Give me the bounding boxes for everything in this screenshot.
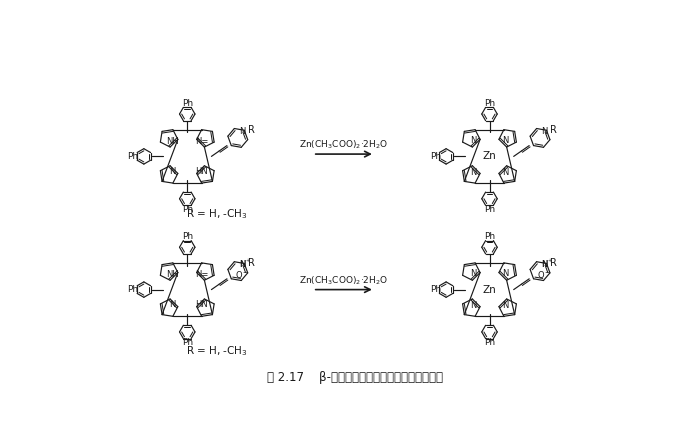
Text: Zn: Zn [482, 151, 496, 161]
Text: HN: HN [196, 166, 208, 176]
Text: $^+$: $^+$ [546, 259, 553, 265]
Text: R: R [248, 258, 255, 268]
Text: Ph: Ph [484, 205, 495, 214]
Text: R: R [549, 125, 556, 135]
Text: N: N [470, 269, 476, 278]
Text: Ph: Ph [182, 205, 193, 214]
Text: Ph: Ph [430, 152, 441, 161]
Text: N: N [502, 269, 509, 278]
Text: R: R [549, 258, 556, 268]
Text: Ph: Ph [182, 338, 193, 347]
Text: Ph: Ph [127, 152, 138, 161]
Text: N: N [239, 260, 245, 270]
Text: O$^-$: O$^-$ [537, 269, 552, 280]
Text: Zn(CH$_3$COO)$_2$·2H$_2$O: Zn(CH$_3$COO)$_2$·2H$_2$O [299, 274, 388, 287]
Text: 图 2.17    β-烯基吡啶四苯基卟啉锌衍生物的合成: 图 2.17 β-烯基吡啶四苯基卟啉锌衍生物的合成 [266, 371, 443, 384]
Text: N: N [502, 301, 509, 310]
Text: N: N [239, 260, 245, 270]
Text: Ph: Ph [182, 232, 193, 241]
Text: Ph: Ph [127, 285, 138, 294]
Text: N: N [239, 127, 245, 136]
Text: N: N [541, 260, 547, 270]
Text: Zn(CH$_3$COO)$_2$·2H$_2$O: Zn(CH$_3$COO)$_2$·2H$_2$O [299, 139, 388, 151]
Text: N=: N= [195, 137, 209, 146]
Text: Ph: Ph [430, 285, 441, 294]
Text: R = H, -CH$_3$: R = H, -CH$_3$ [185, 344, 248, 358]
Text: O$^-$: O$^-$ [235, 269, 249, 280]
Text: N: N [470, 168, 476, 177]
Text: N: N [502, 168, 509, 177]
Text: HN: HN [196, 300, 208, 309]
Text: $^+$: $^+$ [244, 259, 251, 265]
Text: N: N [470, 136, 476, 145]
Text: Ph: Ph [182, 99, 193, 108]
Text: N: N [470, 301, 476, 310]
Text: N: N [502, 136, 509, 145]
Text: Ph: Ph [484, 338, 495, 347]
Text: Ph: Ph [484, 232, 495, 241]
Text: R = H, -CH$_3$: R = H, -CH$_3$ [185, 207, 248, 221]
Text: Zn: Zn [482, 284, 496, 295]
Text: N=: N= [195, 271, 209, 280]
Text: N: N [541, 127, 547, 136]
Text: N: N [541, 260, 547, 270]
Text: NH: NH [166, 271, 179, 280]
Text: NH: NH [166, 137, 179, 146]
Text: R: R [248, 125, 255, 135]
Text: N: N [170, 300, 176, 309]
Text: Ph: Ph [484, 99, 495, 108]
Text: N: N [170, 166, 176, 176]
